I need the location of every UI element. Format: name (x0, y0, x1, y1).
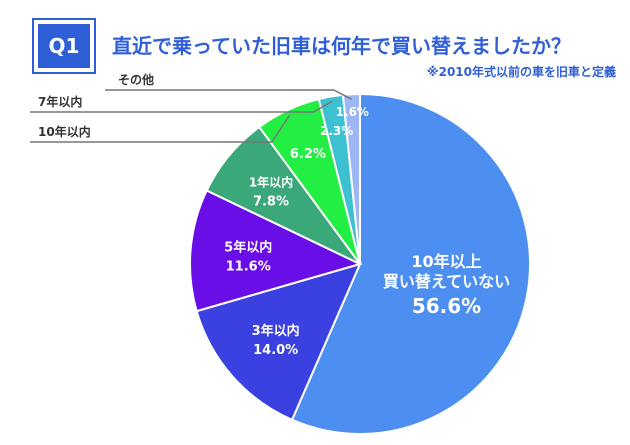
slice-value-6: 1.6% (336, 105, 369, 119)
slice-label-2-0: 5年以内 (224, 240, 272, 256)
slice-value-5: 2.3% (320, 124, 353, 138)
question-badge: Q1 (32, 18, 96, 74)
slice-value-2: 11.6% (226, 260, 271, 275)
pie-slice-0 (290, 92, 531, 435)
slice-value-0: 56.6% (412, 294, 481, 318)
leader-line-4 (30, 114, 291, 143)
slice-label-0-1: 買い替えていない (383, 272, 510, 291)
slice-label-3-0: 1年以内 (249, 175, 293, 190)
slice-label-1-0: 3年以内 (252, 323, 300, 339)
outside-label-6: その他 (118, 72, 154, 87)
pie-slice-1 (195, 262, 362, 422)
pie-slice-2 (189, 189, 363, 313)
definition-note: ※2010年式以前の車を旧車と定義 (426, 65, 616, 79)
leader-line-6 (105, 89, 353, 100)
slice-value-4: 6.2% (290, 147, 326, 162)
slice-value-1: 14.0% (253, 343, 298, 358)
slice-value-3: 7.8% (253, 195, 289, 210)
outside-label-4: 10年以内 (38, 124, 91, 139)
question-badge-label: Q1 (38, 24, 90, 68)
leader-line-5 (30, 100, 333, 113)
chart-title: 直近で乗っていた旧車は何年で買い替えましたか？ (112, 34, 571, 58)
slice-label-0-0: 10年以上 (411, 252, 481, 271)
outside-label-5: 7年以内 (38, 94, 82, 109)
